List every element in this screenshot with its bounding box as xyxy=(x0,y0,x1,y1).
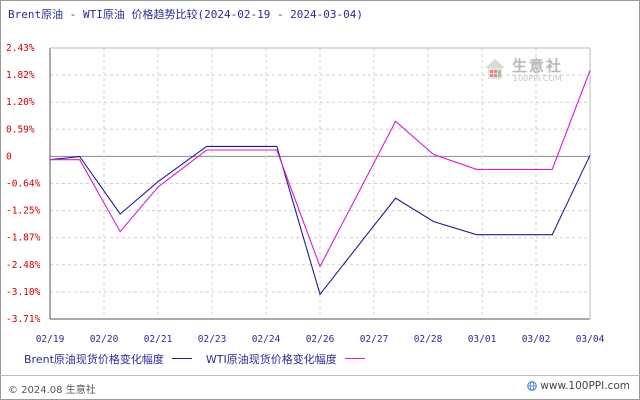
footer-copyright: © 2024.08 生意社 xyxy=(8,385,96,396)
x-tick-label: 03/04 xyxy=(576,334,605,345)
x-tick-label: 02/27 xyxy=(360,334,389,345)
x-tick-label: 02/23 xyxy=(198,334,227,345)
y-tick-labels: 2.43% 1.82% 1.20% 0.59% 0 -0.64% -1.25% -1.87% -… xyxy=(6,43,41,325)
chart-title: Brent原油 - WTI原油 价格趋势比较(2024-02-19 - 2024… xyxy=(8,8,364,21)
x-tick-label: 02/28 xyxy=(414,334,443,345)
y-tick-label: -1.87% xyxy=(6,233,41,244)
y-tick-label: -3.71% xyxy=(6,314,41,325)
legend-label-brent: Brent原油现货价格变化幅度 xyxy=(24,353,164,366)
x-tick-label: 02/20 xyxy=(90,334,119,345)
x-tick-label: 02/21 xyxy=(144,334,173,345)
footer-divider xyxy=(0,375,640,376)
axes xyxy=(49,47,591,320)
footer-url[interactable]: www.100PPI.com xyxy=(540,380,630,392)
x-tick-label: 03/02 xyxy=(522,334,551,345)
y-tick-label: -3.10% xyxy=(6,287,41,298)
footer-link[interactable]: www.100PPI.com xyxy=(527,380,630,392)
series-line-wti xyxy=(50,70,591,268)
x-tick-labels: 02/19 02/20 02/21 02/23 02/24 02/26 02/27 02/28… xyxy=(36,334,605,345)
y-tick-label: 1.20% xyxy=(6,97,35,108)
watermark-name: 生意社 xyxy=(512,57,564,75)
watermark-url: 100PPI.COM xyxy=(513,74,562,83)
y-tick-label: 0.59% xyxy=(6,124,35,135)
series-line-brent xyxy=(49,145,591,296)
x-tick-label: 02/19 xyxy=(36,334,65,345)
x-tick-label: 02/24 xyxy=(252,334,281,345)
y-tick-label: 2.43% xyxy=(6,43,35,54)
legend-swatch-wti xyxy=(344,357,365,359)
series-lines xyxy=(49,70,591,296)
watermark-logo: 生意社 100PPI.COM xyxy=(482,55,574,89)
globe-icon xyxy=(527,381,538,391)
y-tick-label: 1.82% xyxy=(6,70,35,81)
chart-legend: Brent原油现货价格变化幅度 WTI原油现货价格变化幅度 xyxy=(24,351,379,367)
x-tick-label: 02/26 xyxy=(306,334,335,345)
house-logo-icon xyxy=(485,59,505,79)
x-tick-label: 03/01 xyxy=(468,334,497,345)
y-tick-label: 0 xyxy=(6,151,12,162)
legend-swatch-brent xyxy=(171,357,192,359)
legend-label-wti: WTI原油现货价格变化幅度 xyxy=(205,353,337,366)
y-tick-label: -0.64% xyxy=(6,179,41,190)
y-tick-label: -2.48% xyxy=(6,260,41,271)
y-tick-label: -1.25% xyxy=(6,206,41,217)
